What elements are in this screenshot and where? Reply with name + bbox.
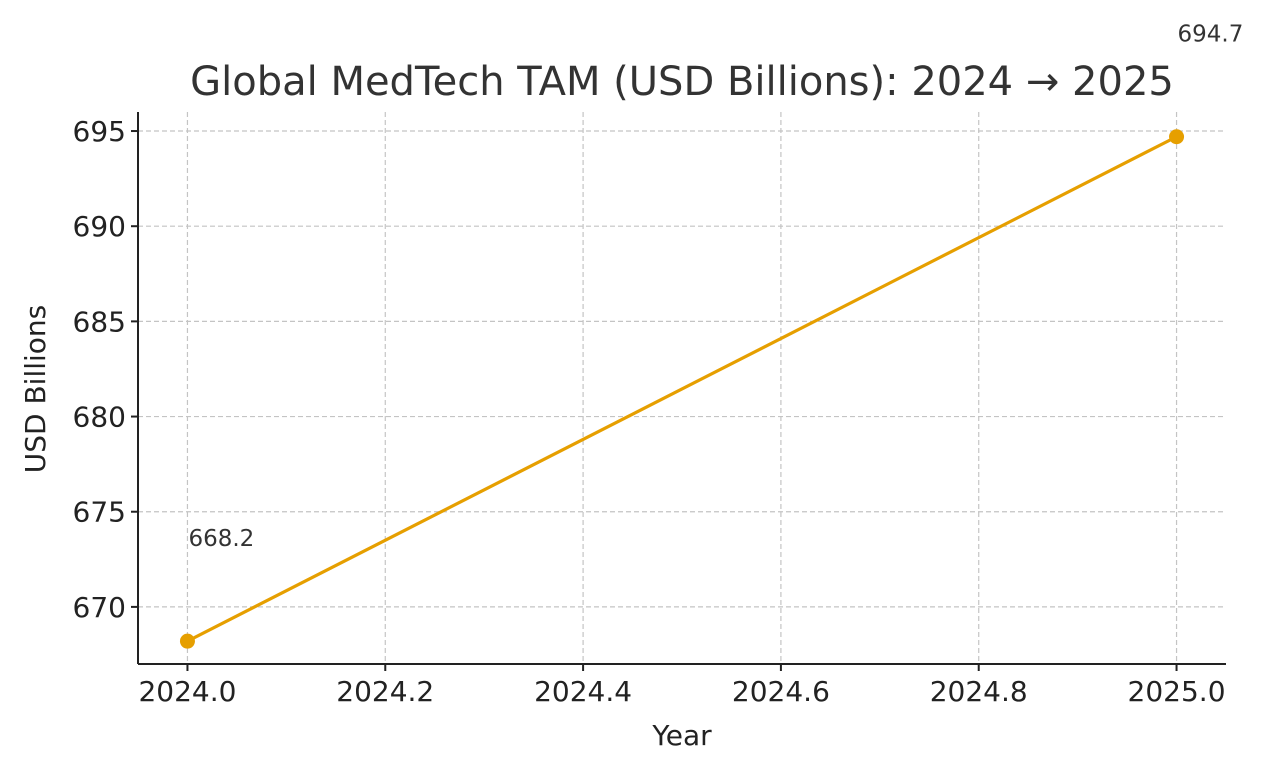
y-tick-label-5: 695 <box>73 115 126 148</box>
y-tick-label-3: 685 <box>73 305 126 338</box>
axes <box>131 112 1226 671</box>
y-tick-label-4: 690 <box>73 210 126 243</box>
x-axis-label: Year <box>651 719 712 752</box>
x-tick-label-2: 2024.4 <box>534 675 632 708</box>
y-tick-label-1: 675 <box>73 496 126 529</box>
grid <box>138 112 1226 664</box>
x-tick-label-0: 2024.0 <box>138 675 236 708</box>
x-tick-label-5: 2025.0 <box>1128 675 1226 708</box>
data-point-0-1 <box>1169 129 1185 145</box>
data-point-0-0 <box>179 633 195 649</box>
series <box>179 129 1185 649</box>
tick-labels: 2024.0 2024.2 2024.4 2024.6 2024.8 2025.0 670 6… <box>73 115 1226 708</box>
data-label-0: 668.2 <box>188 526 254 552</box>
x-tick-label-1: 2024.2 <box>336 675 434 708</box>
series-line-0 <box>186 135 1178 643</box>
data-labels: 668.2 694.7 <box>188 22 1243 552</box>
data-label-1: 694.7 <box>1178 22 1244 48</box>
y-tick-label-2: 680 <box>73 401 126 434</box>
y-axis-label: USD Billions <box>19 305 52 474</box>
chart-title: Global MedTech TAM (USD Billions): 2024 … <box>190 59 1174 105</box>
x-tick-label-4: 2024.8 <box>930 675 1028 708</box>
x-tick-label-3: 2024.6 <box>732 675 830 708</box>
y-tick-label-0: 670 <box>73 591 126 624</box>
